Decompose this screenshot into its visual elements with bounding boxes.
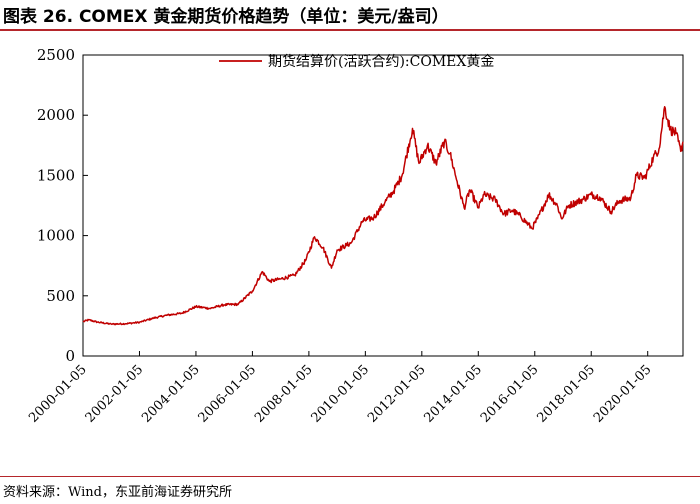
x-tick-label: 2006-01-05 <box>196 362 260 426</box>
chart: 0 500 1000 1500 2000 2500 2000-01-052002-01-0… <box>26 46 684 426</box>
legend[interactable]: 期货结算价(活跃合约):COMEX黄金 <box>219 53 494 70</box>
x-tick-label: 2002-01-05 <box>83 362 147 426</box>
plot-frame <box>82 54 684 357</box>
y-tick-label: 2500 <box>37 46 75 64</box>
source-rule <box>0 476 700 477</box>
x-tick-label: 2020-01-05 <box>591 362 655 426</box>
source-note: 资料来源：Wind，东亚前海证券研究所 <box>3 485 232 500</box>
legend-label: 期货结算价(活跃合约):COMEX黄金 <box>268 53 494 70</box>
x-tick-label: 2018-01-05 <box>534 362 598 426</box>
series-line <box>82 106 684 326</box>
x-tick-label: 2016-01-05 <box>478 362 542 426</box>
x-tick-label: 2012-01-05 <box>365 362 429 426</box>
x-axis: 2000-01-052002-01-052004-01-052006-01-05… <box>26 351 655 426</box>
title-rule <box>0 29 700 31</box>
x-tick-label: 2000-01-05 <box>26 362 90 426</box>
y-axis: 0 500 1000 1500 2000 2500 <box>37 46 88 365</box>
x-tick-label: 2008-01-05 <box>252 362 316 426</box>
y-tick-label: 0 <box>65 347 75 365</box>
y-tick-label: 500 <box>46 287 75 305</box>
page-title: 图表 26. COMEX 黄金期货价格趋势（单位：美元/盎司） <box>3 7 449 27</box>
x-tick-label: 2004-01-05 <box>139 362 203 426</box>
x-tick-label: 2010-01-05 <box>309 362 373 426</box>
x-tick-label: 2014-01-05 <box>422 362 486 426</box>
y-tick-label: 1000 <box>37 227 75 245</box>
y-tick-label: 1500 <box>37 166 75 184</box>
y-tick-label: 2000 <box>37 106 75 124</box>
